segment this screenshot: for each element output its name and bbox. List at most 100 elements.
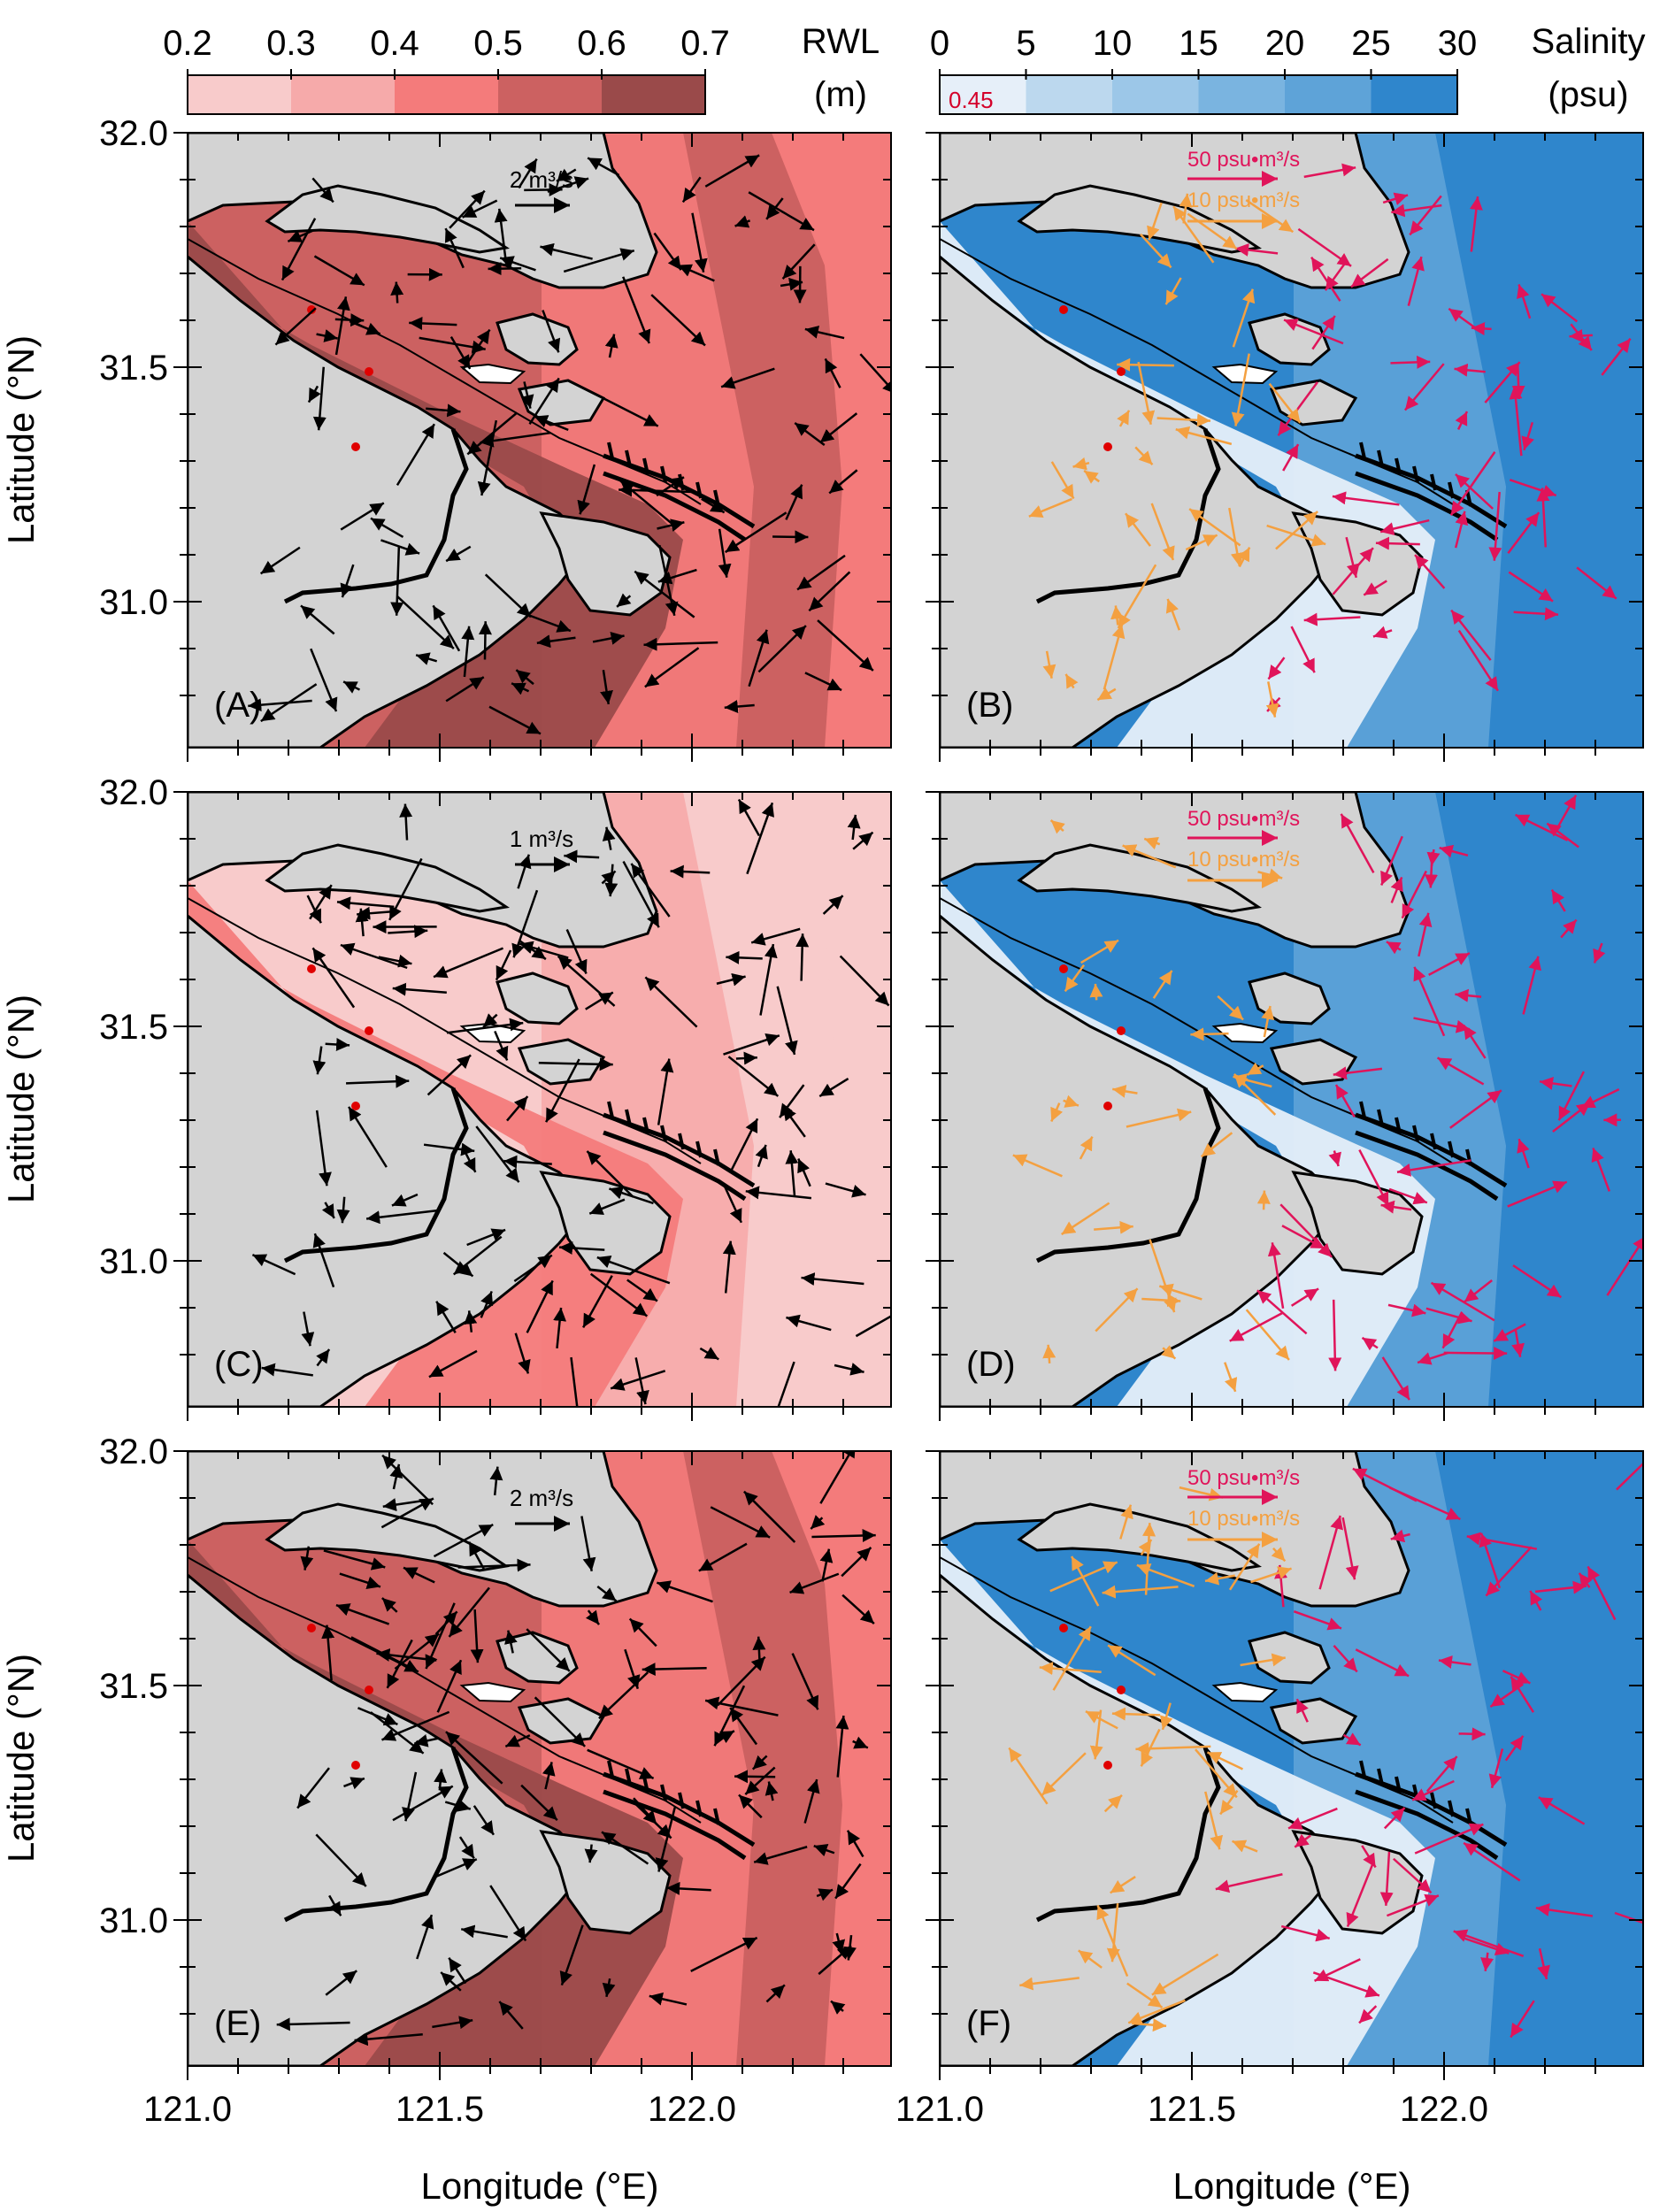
- vector-arrow: [601, 1831, 649, 1865]
- vector-arrow: [513, 1254, 553, 1283]
- vector-arrow: [1393, 1857, 1433, 1894]
- vector-arrow: [461, 1924, 508, 1939]
- salinity-colorbar-tick-label: 15: [1179, 24, 1218, 63]
- vector-arrow: [596, 1255, 671, 1285]
- vector-arrow: [1232, 288, 1256, 348]
- vector-arrow: [1381, 1356, 1410, 1401]
- channel-line: [940, 1556, 1454, 1824]
- vector-arrow: [1489, 1683, 1524, 1709]
- salinity-colorbar: 0 5 10 15 20 25 30 0.45 Salinity (psu): [930, 22, 1645, 115]
- island: [1248, 312, 1331, 366]
- vector-arrow: [409, 316, 457, 330]
- salinity-colorbar-bin: [1371, 75, 1458, 114]
- vector-arrow: [1591, 1147, 1610, 1192]
- x-axis-label-left: Longitude (°E): [421, 2165, 659, 2207]
- vector-arrow: [1126, 1108, 1192, 1128]
- vector-arrow: [392, 982, 447, 996]
- vector-arrow: [1151, 1953, 1219, 1996]
- vector-arrow: [1293, 1609, 1342, 1631]
- vector-arrow: [835, 1715, 849, 1778]
- vector-arrow: [1290, 626, 1316, 673]
- vector-arrow: [306, 895, 322, 924]
- vector-arrow: [296, 1767, 330, 1809]
- vector-arrow: [737, 798, 761, 837]
- y-axis-label-row1: Latitude (°N): [0, 335, 42, 544]
- vector-arrow: [1390, 1529, 1410, 1543]
- vector-arrow: [817, 619, 874, 672]
- vector-arrow: [1616, 1462, 1643, 1491]
- groin: [1359, 442, 1366, 459]
- y-tick-label: 31.0: [99, 1901, 168, 1940]
- vector-arrow: [1187, 212, 1238, 250]
- vector-arrow: [392, 1785, 454, 1822]
- vector-arrow: [657, 518, 685, 532]
- groin: [695, 1141, 703, 1158]
- vector-arrow: [498, 2001, 524, 2030]
- vector-arrow: [462, 328, 491, 371]
- vector-arrow: [777, 1361, 795, 1407]
- vector-arrow: [1135, 1741, 1211, 1755]
- vector-arrow: [457, 1558, 531, 1572]
- station-dot: [307, 305, 316, 314]
- vector-arrow: [785, 484, 803, 520]
- jetty: [603, 1771, 756, 1847]
- y-tick-label: 31.5: [99, 1008, 168, 1047]
- station-dot: [1103, 442, 1112, 451]
- vector-arrow: [810, 1515, 826, 1530]
- vector-arrow: [718, 528, 732, 578]
- vector-arrow: [432, 1858, 478, 1879]
- station-dot: [1117, 1026, 1126, 1035]
- groin: [678, 1133, 685, 1150]
- station-dot: [365, 367, 373, 376]
- y-tick-label: 31.0: [99, 583, 168, 622]
- vector-arrow: [1441, 1311, 1464, 1349]
- vector-arrow: [1089, 983, 1103, 1001]
- vector-arrow: [311, 177, 334, 204]
- vector-arrow: [726, 950, 763, 964]
- vector-arrow: [1512, 1264, 1563, 1299]
- vector-arrow: [1224, 1362, 1238, 1393]
- vector-arrow: [1102, 1585, 1179, 1599]
- vector-arrow: [259, 546, 301, 575]
- vector-arrow: [588, 1198, 626, 1216]
- island: [496, 972, 579, 1025]
- vector-arrow: [1232, 1839, 1258, 1853]
- vector-arrow: [598, 1671, 649, 1720]
- vector-arrow: [426, 1054, 472, 1096]
- vector-arrow: [399, 803, 413, 841]
- vector-arrow: [1417, 1351, 1449, 1365]
- vector-arrow: [710, 1506, 771, 1539]
- vector-arrow: [813, 1844, 835, 1857]
- vector-arrow: [1361, 1845, 1377, 1869]
- vector-arrow: [1072, 457, 1090, 471]
- groin: [1430, 1792, 1437, 1809]
- vector-arrow: [1390, 876, 1403, 903]
- vector-arrow: [276, 2017, 350, 2032]
- vector-arrow: [446, 1018, 524, 1034]
- vector-arrow: [300, 1546, 314, 1571]
- scale-label: 2 m³/s: [510, 1485, 573, 1511]
- station-dot: [365, 1686, 373, 1694]
- vector-arrow: [1439, 844, 1469, 858]
- vector-arrow: [1152, 970, 1173, 999]
- groin: [1377, 1109, 1384, 1126]
- vector-arrow: [1328, 1150, 1341, 1167]
- vector-arrow: [448, 1957, 467, 1985]
- vector-arrow: [819, 1451, 856, 1504]
- vector-arrow: [1294, 1833, 1311, 1848]
- vector-arrow: [743, 1490, 796, 1543]
- coastal-field: [772, 792, 891, 1407]
- salinity-colorbar-bin: [1198, 75, 1286, 114]
- station-dot: [307, 964, 316, 973]
- vector-arrow: [1454, 511, 1469, 549]
- vector-arrow: [335, 1603, 390, 1625]
- station-dot: [1103, 1761, 1112, 1770]
- groin: [1465, 1808, 1472, 1825]
- land-south: [188, 1573, 583, 2066]
- vector-arrow: [776, 986, 798, 1056]
- map-panel-a: 2 m³/s (A) 32.0 31.5 31.0: [99, 114, 892, 762]
- island: [517, 1697, 606, 1745]
- vector-arrow: [587, 1748, 655, 1780]
- vector-arrow: [847, 814, 861, 841]
- vector-arrow: [753, 1846, 808, 1865]
